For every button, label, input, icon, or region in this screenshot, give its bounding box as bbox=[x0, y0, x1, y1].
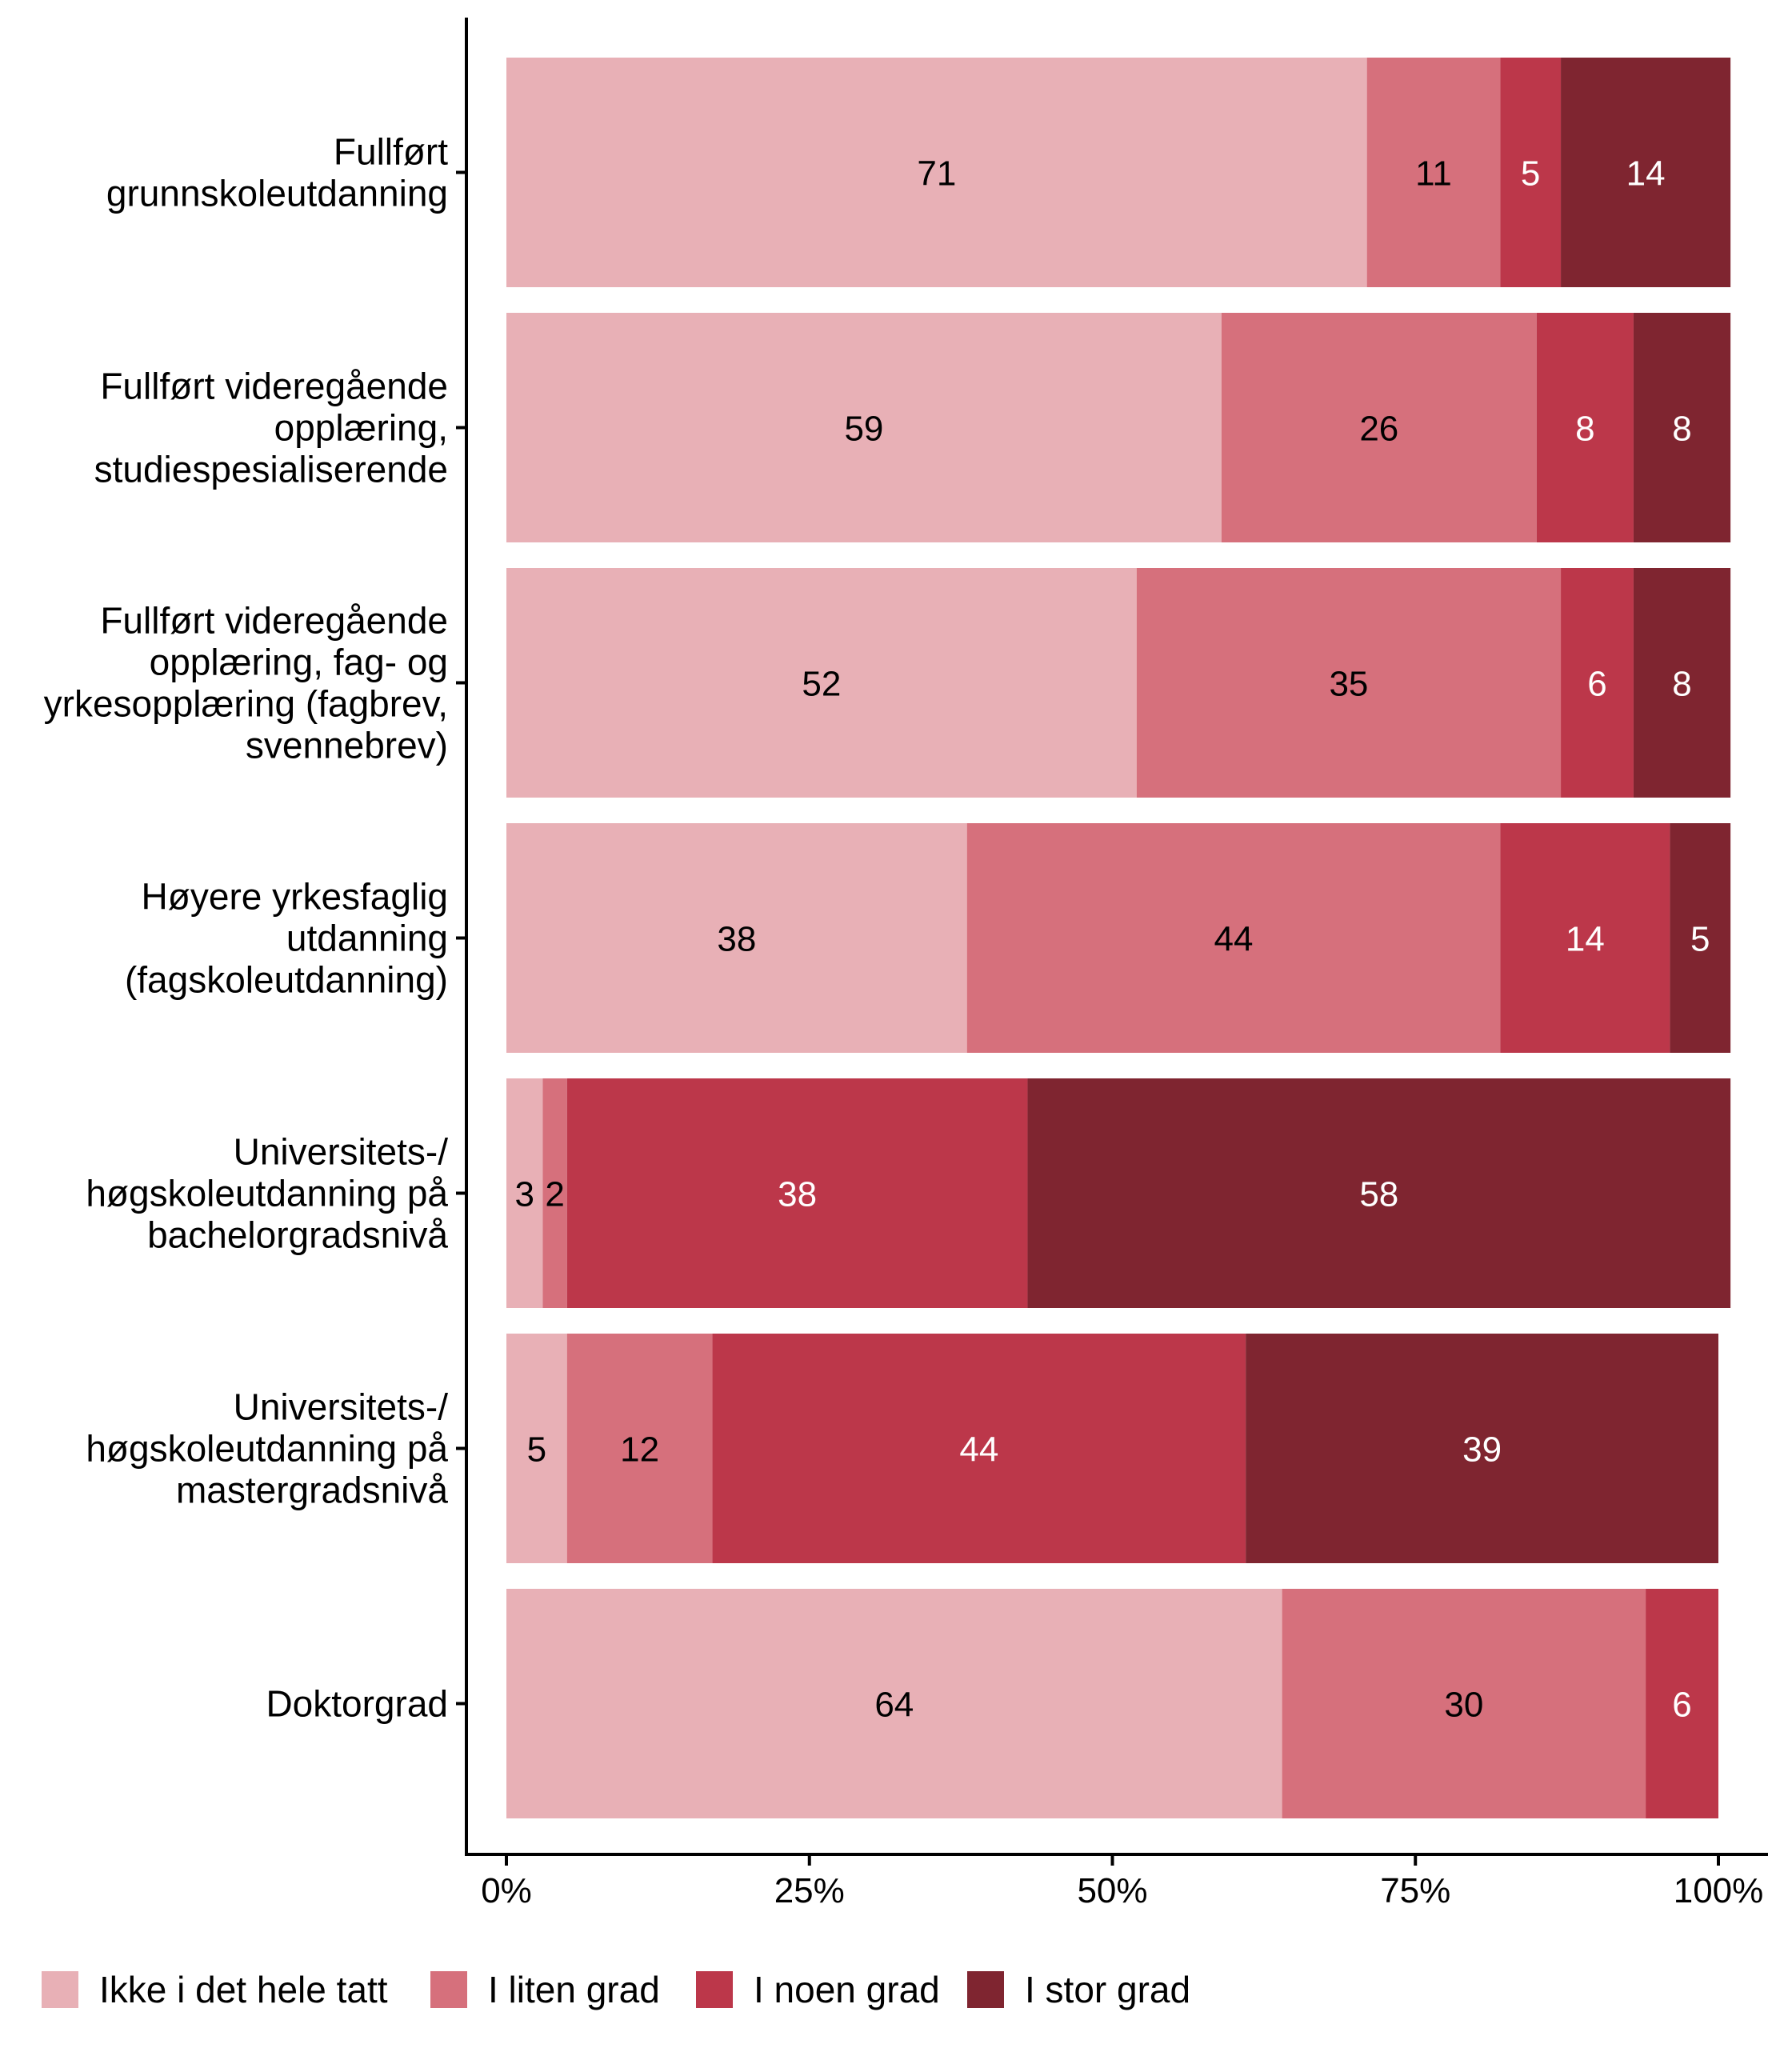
x-tick-label: 100% bbox=[1674, 1871, 1764, 1910]
x-tick-label: 50% bbox=[1077, 1871, 1147, 1910]
value-label: 44 bbox=[1214, 920, 1254, 959]
bar-segment bbox=[506, 1589, 1282, 1818]
category-label: Høyere yrkesfaglig utdanning (fagskoleutda… bbox=[125, 876, 448, 1001]
value-label: 6 bbox=[1672, 1686, 1691, 1725]
value-label: 14 bbox=[1566, 920, 1605, 959]
bar-segment bbox=[506, 1334, 567, 1563]
value-label: 5 bbox=[1521, 154, 1540, 194]
value-label: 30 bbox=[1444, 1686, 1483, 1725]
value-label: 12 bbox=[620, 1430, 659, 1470]
bar-segment bbox=[1282, 1589, 1646, 1818]
value-label: 64 bbox=[874, 1686, 914, 1725]
legend-swatch bbox=[42, 1971, 78, 2008]
bars-layer bbox=[506, 58, 1731, 1818]
x-axis-ticks: 0% 25% 50% 75% 100% bbox=[481, 1854, 1763, 1910]
value-label: 58 bbox=[1359, 1175, 1398, 1214]
value-label: 11 bbox=[1415, 154, 1452, 194]
bar-segment bbox=[1670, 823, 1731, 1053]
legend-label: I liten grad bbox=[488, 1969, 660, 2010]
category-label: Doktorgrad bbox=[266, 1683, 448, 1725]
bar-segment bbox=[506, 823, 967, 1053]
y-axis-labels: Fullført grunnskoleutdanning Fullført vide… bbox=[44, 131, 466, 1725]
legend-label: I noen grad bbox=[754, 1969, 940, 2010]
value-labels-layer: 71 11 5 14 59 26 8 8 52 35 6 8 38 44 14 5 3 2 38 58 5 12 44 39 6… bbox=[514, 154, 1710, 1725]
bar-segment bbox=[1366, 58, 1501, 287]
x-tick-label: 25% bbox=[774, 1871, 845, 1910]
legend-swatch bbox=[696, 1971, 733, 2008]
value-label: 38 bbox=[778, 1175, 817, 1214]
value-label: 5 bbox=[527, 1430, 546, 1470]
value-label: 59 bbox=[844, 410, 883, 449]
legend: Ikke i det hele tatt I liten grad I noen g… bbox=[42, 1969, 1190, 2010]
value-label: 26 bbox=[1359, 410, 1398, 449]
value-label: 35 bbox=[1329, 665, 1368, 704]
bar-segment bbox=[1561, 58, 1731, 287]
bar-segment bbox=[1221, 313, 1537, 542]
value-label: 8 bbox=[1575, 410, 1594, 449]
legend-swatch bbox=[430, 1971, 467, 2008]
category-label: Universitets-/høgskoleutdanning på bachel… bbox=[86, 1131, 448, 1256]
value-label: 5 bbox=[1690, 920, 1710, 959]
legend-swatch bbox=[967, 1971, 1004, 2008]
bar-segment bbox=[1633, 313, 1731, 542]
bar-segment bbox=[1027, 1078, 1731, 1308]
bar-segment bbox=[506, 568, 1137, 798]
value-label: 52 bbox=[802, 665, 841, 704]
value-label: 44 bbox=[959, 1430, 998, 1470]
bar-segment bbox=[506, 58, 1367, 287]
value-label: 3 bbox=[514, 1175, 534, 1214]
bar-segment bbox=[1500, 823, 1670, 1053]
bar-segment bbox=[1136, 568, 1562, 798]
bar-segment bbox=[1646, 1589, 1718, 1818]
value-label: 39 bbox=[1462, 1430, 1502, 1470]
bar-segment bbox=[966, 823, 1501, 1053]
value-label: 2 bbox=[545, 1175, 564, 1214]
value-label: 38 bbox=[717, 920, 756, 959]
x-tick-label: 75% bbox=[1380, 1871, 1450, 1910]
bar-segment bbox=[1561, 568, 1634, 798]
bar-segment bbox=[506, 1078, 543, 1308]
x-tick-label: 0% bbox=[481, 1871, 532, 1910]
bar-segment bbox=[1633, 568, 1731, 798]
bar-segment bbox=[1500, 58, 1562, 287]
bar-segment bbox=[566, 1078, 1028, 1308]
legend-label: I stor grad bbox=[1025, 1969, 1190, 2010]
value-label: 71 bbox=[917, 154, 956, 194]
value-label: 8 bbox=[1672, 410, 1691, 449]
legend-label: Ikke i det hele tatt bbox=[99, 1969, 388, 2010]
bar-segment bbox=[542, 1078, 567, 1308]
category-label: Fullført grunnskoleutdanning bbox=[106, 131, 448, 214]
category-label: Fullført videregående opplæring, fag- og y… bbox=[44, 600, 448, 766]
bar-segment bbox=[1536, 313, 1634, 542]
value-label: 6 bbox=[1587, 665, 1606, 704]
category-label: Universitets-/høgskoleutdanning på master… bbox=[86, 1386, 448, 1511]
category-label: Fullført videregående opplæring, studiespe… bbox=[94, 366, 448, 490]
bar-segment bbox=[712, 1334, 1246, 1563]
value-label: 14 bbox=[1626, 154, 1666, 194]
value-label: 8 bbox=[1672, 665, 1691, 704]
bar-segment bbox=[1246, 1334, 1718, 1563]
bar-segment bbox=[506, 313, 1222, 542]
bar-segment bbox=[566, 1334, 713, 1563]
